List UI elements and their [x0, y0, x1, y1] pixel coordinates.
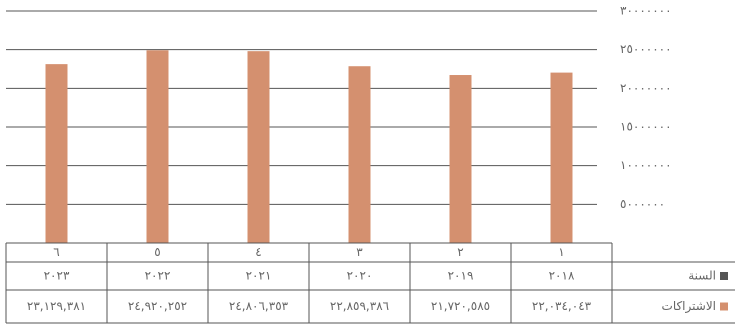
column-index: ٥ [154, 245, 160, 259]
value-label: ٢٣,١٢٩,٣٨١ [27, 299, 86, 313]
y-tick-label: ٣٠٠٠٠٠٠٠ [620, 4, 672, 18]
bar [45, 64, 68, 244]
bar [449, 75, 472, 244]
year-label: ٢٠٢٠ [347, 269, 373, 283]
column-index: ٦ [53, 245, 59, 259]
year-label: ٢٠١٩ [448, 269, 474, 283]
legend-swatch [720, 302, 728, 311]
y-tick-label: ٢٥٠٠٠٠٠٠ [620, 42, 672, 56]
bar [146, 50, 169, 243]
legend-swatch [720, 272, 728, 280]
bar [348, 66, 371, 243]
legend-label: الاشتراكات [662, 299, 716, 314]
column-index: ٣ [356, 245, 363, 259]
y-tick-label: ١٠٠٠٠٠٠٠ [620, 158, 672, 172]
value-label: ٢٢,٠٣٤,٠٤٣ [532, 299, 592, 313]
row-label: السنة [688, 269, 716, 283]
column-index: ١ [558, 245, 564, 259]
value-label: ٢٤,٩٢٠,٢٥٢ [128, 299, 187, 313]
column-index: ٢ [457, 245, 463, 259]
column-index: ٤ [255, 245, 261, 259]
year-label: ٢٠٢٣ [44, 269, 70, 283]
y-tick-label: ٥٠٠٠٠٠٠ [620, 197, 665, 211]
y-tick-label: ٢٠٠٠٠٠٠٠ [620, 81, 672, 95]
year-label: ٢٠١٨ [549, 269, 575, 283]
year-label: ٢٠٢٢ [145, 269, 171, 283]
value-label: ٢٢,٨٥٩,٣٨٦ [330, 299, 389, 313]
bar [247, 51, 270, 244]
bar [550, 72, 573, 244]
year-label: ٢٠٢١ [246, 269, 272, 283]
value-label: ٢٤,٨٠٦,٣٥٣ [229, 299, 289, 313]
y-tick-label: ١٥٠٠٠٠٠٠ [620, 120, 672, 134]
value-label: ٢١,٧٢٠,٥٨٥ [431, 299, 490, 313]
